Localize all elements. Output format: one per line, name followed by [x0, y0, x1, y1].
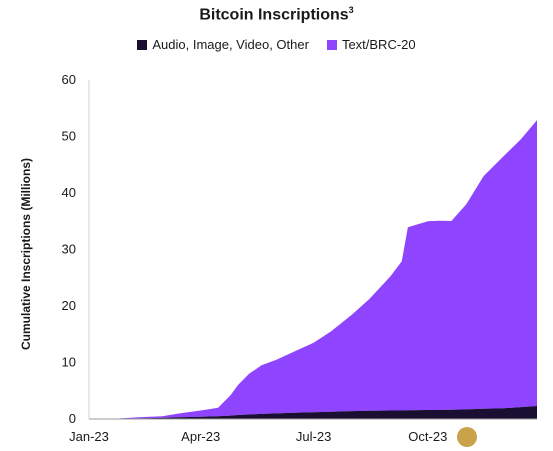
- x-tick-label: Jan-23: [69, 429, 109, 444]
- y-tick-label: 40: [62, 185, 76, 200]
- y-tick-label: 10: [62, 355, 76, 370]
- legend-swatch-text-brc20: [326, 39, 337, 50]
- chart-title: Bitcoin Inscriptions3: [199, 5, 354, 24]
- x-tick-label: Apr-23: [181, 429, 220, 444]
- legend-label-text-brc20: Text/BRC-20: [341, 37, 416, 52]
- y-tick-label: 0: [69, 411, 76, 426]
- y-tick-label: 20: [62, 298, 76, 313]
- y-tick-label: 50: [62, 129, 76, 144]
- area-series-audio-image-video-other: [89, 406, 537, 419]
- legend: Audio, Image, Video, Other Text/BRC-20: [0, 37, 553, 52]
- watermark-logo-icon: [457, 426, 477, 447]
- legend-label-other-media: Audio, Image, Video, Other: [152, 37, 309, 52]
- y-tick-label: 60: [62, 72, 76, 87]
- watermark: 金色财经: [457, 424, 549, 449]
- x-tick-label: Oct-23: [408, 429, 447, 444]
- area-series-text-brc-20: [89, 120, 537, 419]
- legend-item-text-brc20: Text/BRC-20: [326, 37, 416, 52]
- title-footnote-marker: 3: [348, 5, 354, 15]
- legend-item-other-media: Audio, Image, Video, Other: [137, 37, 309, 52]
- watermark-text: 金色财经: [481, 429, 549, 448]
- legend-swatch-other-media: [137, 39, 148, 50]
- x-tick-label: Jul-23: [296, 429, 331, 444]
- y-tick-label: 30: [62, 242, 76, 257]
